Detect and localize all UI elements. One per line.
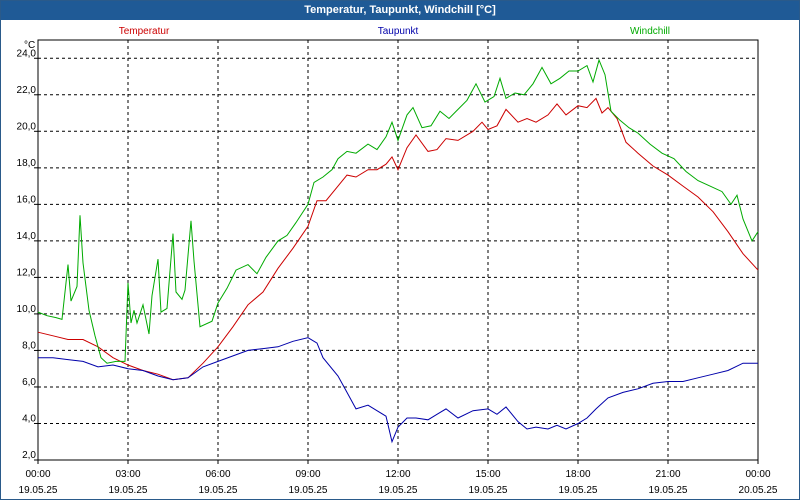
y-tick-label: 18,0 <box>17 158 37 169</box>
x-tick-time: 09:00 <box>295 469 320 480</box>
y-tick-label: 14,0 <box>17 231 37 242</box>
x-tick-time: 00:00 <box>25 469 50 480</box>
y-tick-label: 22,0 <box>17 85 37 96</box>
y-tick-label: 12,0 <box>17 267 37 278</box>
series-line-taupunkt <box>38 337 758 444</box>
x-axis: 00:00 19.05.25 03:00 19.05.25 06:00 19.05.25 0… <box>19 460 778 496</box>
y-axis: 2,0 4,0 6,0 8,0 10,0 12,0 14,0 16,0 18,0 20,0 22,0… <box>17 48 38 461</box>
y-tick-label: 10,0 <box>17 304 37 315</box>
x-tick-time: 06:00 <box>205 469 230 480</box>
legend-temperatur: Temperatur <box>119 26 170 37</box>
x-tick-date: 19.05.25 <box>199 485 238 496</box>
chart-title: Temperatur, Taupunkt, Windchill [°C] <box>1 1 799 20</box>
x-tick-date: 19.05.25 <box>649 485 688 496</box>
x-tick-date: 19.05.25 <box>289 485 328 496</box>
x-tick-date: 19.05.25 <box>19 485 58 496</box>
y-tick-label: 4,0 <box>22 413 36 424</box>
x-tick-date: 19.05.25 <box>559 485 598 496</box>
y-tick-label: 16,0 <box>17 194 37 205</box>
x-tick-date: 19.05.25 <box>469 485 508 496</box>
y-axis-unit: °C <box>24 40 35 51</box>
x-tick-time: 21:00 <box>655 469 680 480</box>
x-tick-time: 00:00 <box>745 469 770 480</box>
x-tick-time: 12:00 <box>385 469 410 480</box>
series-line-windchill <box>37 58 759 364</box>
y-tick-label: 8,0 <box>22 340 36 351</box>
x-tick-time: 03:00 <box>115 469 140 480</box>
grid-lines <box>37 40 759 461</box>
x-tick-time: 15:00 <box>475 469 500 480</box>
x-tick-date: 19.05.25 <box>109 485 148 496</box>
y-tick-label: 24,0 <box>17 48 37 59</box>
y-tick-label: 6,0 <box>22 377 36 388</box>
x-tick-time: 18:00 <box>565 469 590 480</box>
legend-windchill: Windchill <box>630 26 670 37</box>
y-tick-label: 20,0 <box>17 121 37 132</box>
legend-taupunkt: Taupunkt <box>378 26 419 37</box>
y-tick-label: 2,0 <box>22 450 36 461</box>
x-tick-date: 20.05.25 <box>739 485 778 496</box>
series-lines <box>37 58 759 444</box>
x-tick-date: 19.05.25 <box>379 485 418 496</box>
